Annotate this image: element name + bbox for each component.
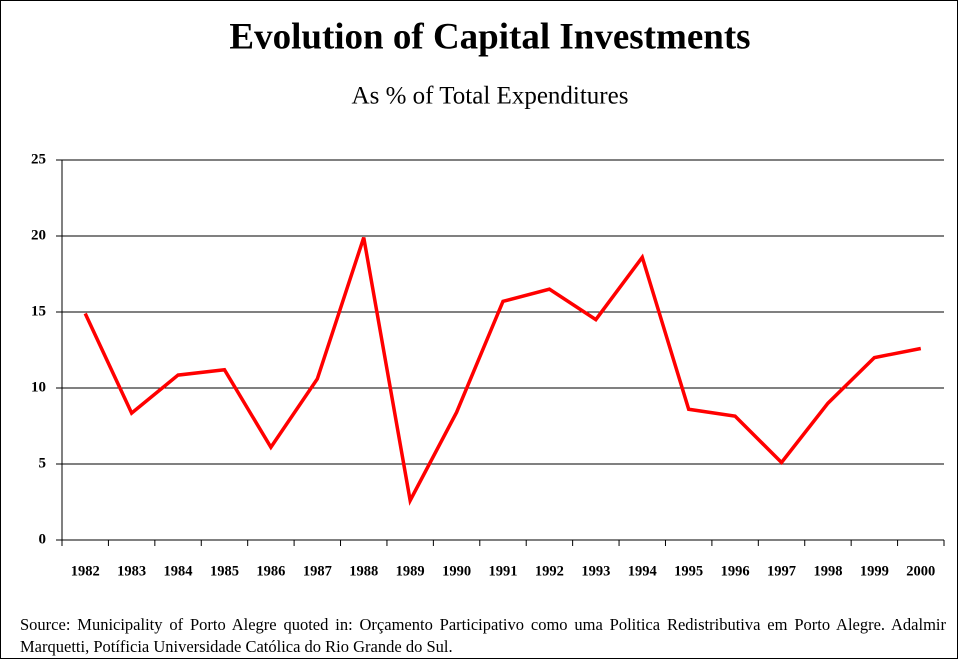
chart-subtitle: As % of Total Expenditures — [352, 83, 629, 110]
x-tick-label: 1983 — [117, 563, 146, 579]
x-tick-label: 1991 — [489, 563, 518, 579]
x-tick-label: 1996 — [721, 563, 750, 579]
x-tick-label: 1989 — [396, 563, 425, 579]
y-tick-label: 10 — [31, 379, 46, 395]
x-tick-label: 1995 — [674, 563, 703, 579]
x-tick-label: 1988 — [349, 563, 378, 579]
x-tick-label: 1993 — [581, 563, 610, 579]
data-line — [83, 236, 922, 506]
x-tick-label: 1985 — [210, 563, 239, 579]
y-tick-label: 15 — [31, 303, 46, 319]
x-tick-label: 1994 — [628, 563, 657, 579]
y-tick-label: 25 — [31, 151, 46, 167]
x-tick-label: 1984 — [164, 563, 193, 579]
x-tick-label: 1999 — [860, 563, 889, 579]
x-tick-label: 1987 — [303, 563, 332, 579]
y-tick-label: 5 — [39, 455, 47, 471]
source-note: Source: Municipality of Porto Alegre quo… — [20, 615, 946, 656]
chart-title: Evolution of Capital Investments — [229, 16, 750, 57]
y-tick-label: 20 — [31, 227, 46, 243]
x-tick-label: 1986 — [256, 563, 285, 579]
x-tick-label: 1982 — [71, 563, 100, 579]
x-tick-label: 1997 — [767, 563, 796, 579]
x-tick-label: 1998 — [813, 563, 842, 579]
x-tick-label: 2000 — [906, 563, 935, 579]
x-tick-label: 1990 — [442, 563, 471, 579]
y-tick-label: 0 — [39, 531, 47, 547]
x-tick-label: 1992 — [535, 563, 564, 579]
